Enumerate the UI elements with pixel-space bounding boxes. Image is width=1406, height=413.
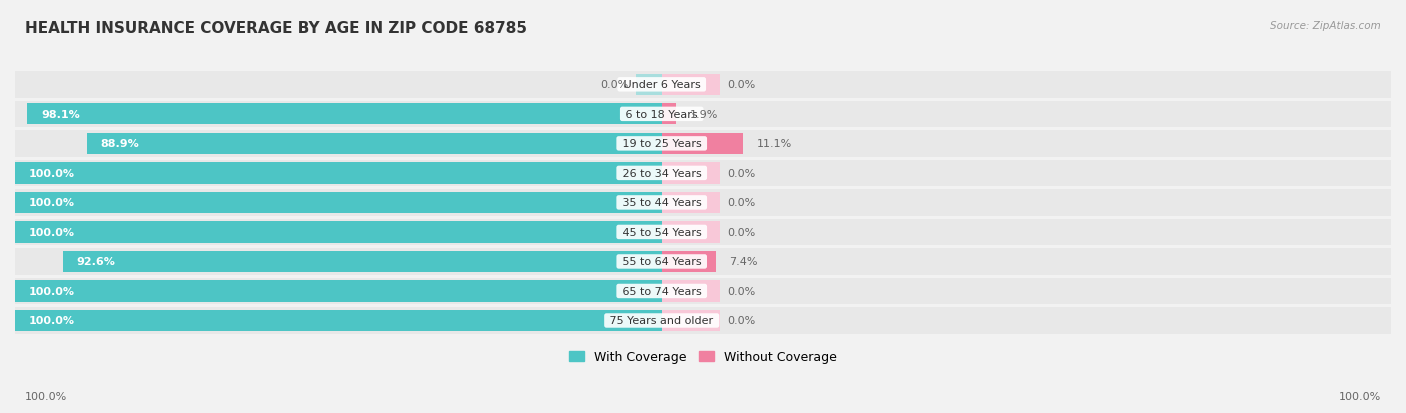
Bar: [15, 219, 1391, 246]
Text: 0.0%: 0.0%: [727, 198, 755, 208]
Bar: [662, 192, 720, 214]
Text: 0.0%: 0.0%: [727, 316, 755, 326]
Text: 100.0%: 100.0%: [28, 316, 75, 326]
Text: 1.9%: 1.9%: [689, 109, 717, 120]
Text: HEALTH INSURANCE COVERAGE BY AGE IN ZIP CODE 68785: HEALTH INSURANCE COVERAGE BY AGE IN ZIP …: [25, 21, 527, 36]
Bar: [636, 74, 662, 96]
Bar: [662, 74, 720, 96]
Bar: [662, 222, 720, 243]
Text: 0.0%: 0.0%: [727, 169, 755, 178]
Legend: With Coverage, Without Coverage: With Coverage, Without Coverage: [564, 345, 842, 368]
Bar: [15, 163, 662, 184]
Text: 92.6%: 92.6%: [76, 257, 115, 267]
Text: 100.0%: 100.0%: [28, 228, 75, 237]
Bar: [15, 160, 1391, 187]
Bar: [662, 281, 720, 302]
Bar: [662, 251, 716, 273]
Text: 100.0%: 100.0%: [28, 198, 75, 208]
Text: 35 to 44 Years: 35 to 44 Years: [619, 198, 704, 208]
Bar: [15, 190, 1391, 216]
Text: 88.9%: 88.9%: [101, 139, 139, 149]
Bar: [662, 163, 720, 184]
Bar: [27, 104, 662, 125]
Bar: [15, 192, 662, 214]
Text: 100.0%: 100.0%: [1339, 391, 1381, 401]
Text: 26 to 34 Years: 26 to 34 Years: [619, 169, 704, 178]
Text: 65 to 74 Years: 65 to 74 Years: [619, 286, 704, 296]
Text: 0.0%: 0.0%: [727, 286, 755, 296]
Bar: [63, 251, 662, 273]
Text: 100.0%: 100.0%: [28, 286, 75, 296]
Text: 6 to 18 Years: 6 to 18 Years: [623, 109, 702, 120]
Text: 0.0%: 0.0%: [727, 80, 755, 90]
Bar: [15, 131, 1391, 157]
Bar: [15, 307, 1391, 334]
Bar: [15, 310, 662, 331]
Bar: [15, 222, 662, 243]
Text: 75 Years and older: 75 Years and older: [606, 316, 717, 326]
Text: 98.1%: 98.1%: [41, 109, 80, 120]
Text: Source: ZipAtlas.com: Source: ZipAtlas.com: [1270, 21, 1381, 31]
Text: 0.0%: 0.0%: [600, 80, 628, 90]
Text: 11.1%: 11.1%: [756, 139, 792, 149]
Text: 100.0%: 100.0%: [25, 391, 67, 401]
Text: Under 6 Years: Under 6 Years: [620, 80, 704, 90]
Bar: [662, 310, 720, 331]
Bar: [87, 133, 662, 154]
Text: 45 to 54 Years: 45 to 54 Years: [619, 228, 704, 237]
Bar: [15, 249, 1391, 275]
Bar: [15, 281, 662, 302]
Bar: [15, 278, 1391, 304]
Bar: [662, 133, 742, 154]
Text: 0.0%: 0.0%: [727, 228, 755, 237]
Text: 100.0%: 100.0%: [28, 169, 75, 178]
Text: 19 to 25 Years: 19 to 25 Years: [619, 139, 704, 149]
Bar: [662, 104, 675, 125]
Text: 55 to 64 Years: 55 to 64 Years: [619, 257, 704, 267]
Text: 7.4%: 7.4%: [730, 257, 758, 267]
Bar: [15, 101, 1391, 128]
Bar: [15, 72, 1391, 98]
